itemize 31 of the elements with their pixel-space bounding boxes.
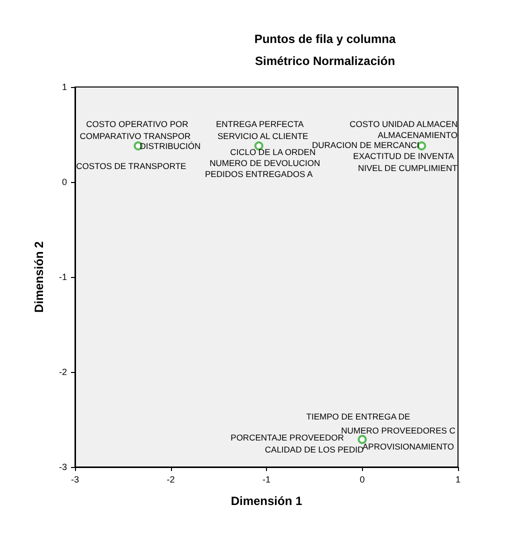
x-tick-label: 1 xyxy=(455,474,461,484)
chart-title: Puntos de fila y columna xyxy=(254,32,396,46)
annotation: COMPARATIVO TRANSPOR xyxy=(80,130,191,141)
y-tick-label: -1 xyxy=(58,272,67,282)
annotation: ALMACENAMIENTO xyxy=(378,130,458,140)
annotation: APROVISIONAMIENTO xyxy=(362,441,454,452)
x-tick-label: -2 xyxy=(166,474,175,484)
y-tick-label: -2 xyxy=(58,367,67,377)
y-tick-label: 1 xyxy=(62,82,67,92)
annotation: COSTO OPERATIVO POR xyxy=(86,118,188,129)
y-tick-label: 0 xyxy=(62,177,67,187)
y-axis-title: Dimensión 2 xyxy=(32,241,46,313)
annotation: EXACTITUD DE INVENTA xyxy=(353,150,454,161)
annotation: SERVICIO AL CLIENTE xyxy=(217,130,309,141)
annotation: CALIDAD DE LOS PEDID xyxy=(264,444,364,454)
annotation: PORCENTAJE PROVEEDOR xyxy=(230,432,344,442)
annotation: COSTOS DE TRANSPORTE xyxy=(76,160,187,171)
x-tick-label: -1 xyxy=(262,474,271,484)
annotation: CICLO DE LA ORDEN xyxy=(230,146,316,157)
x-axis-title: Dimensión 1 xyxy=(230,494,302,508)
x-tick-label: 0 xyxy=(360,474,365,484)
annotation: NIVEL DE CUMPLIMIENT xyxy=(358,162,458,173)
x-tick-label: -3 xyxy=(70,474,80,484)
annotation: TIEMPO DE ENTREGA DE xyxy=(306,411,411,422)
annotation: NUMERO DE DEVOLUCION xyxy=(210,158,320,168)
chart-subtitle: Simétrico Normalización xyxy=(254,54,396,68)
annotation: ENTREGA PERFECTA xyxy=(216,118,304,129)
y-tick-label: -3 xyxy=(58,462,67,472)
annotation: COSTO UNIDAD ALMACEN xyxy=(350,118,458,129)
annotation: NUMERO PROVEEDORES C xyxy=(341,425,456,436)
annotation: PEDIDOS ENTREGADOS A xyxy=(204,168,314,179)
